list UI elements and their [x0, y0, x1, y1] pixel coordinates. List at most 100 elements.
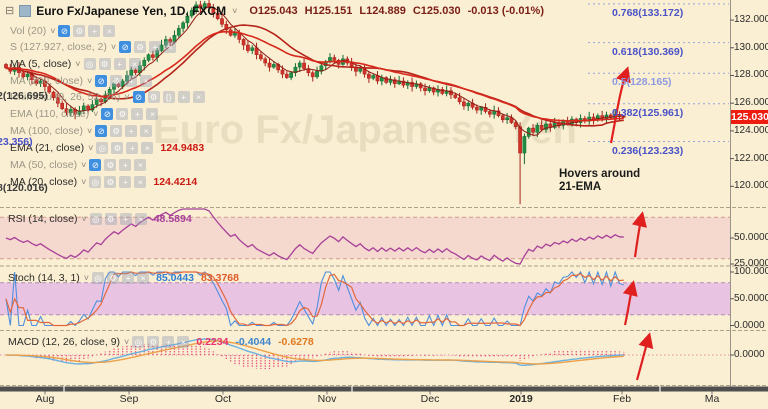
- legend-row-ma[interactable]: MA (200, close) ˅ ⊘ ⚙ + ×: [10, 74, 153, 87]
- plus-icon[interactable]: +: [113, 57, 126, 70]
- plus-icon[interactable]: +: [125, 124, 138, 137]
- chevron-down-icon[interactable]: ˅: [81, 213, 87, 224]
- ohlc-change: -0.013 (-0.01%): [467, 5, 545, 17]
- plus-icon[interactable]: +: [126, 141, 139, 154]
- plus-icon[interactable]: +: [88, 24, 101, 37]
- plus-icon[interactable]: +: [131, 107, 144, 120]
- indicator-label: MA (200, close): [10, 74, 83, 87]
- plus-icon[interactable]: +: [119, 212, 132, 225]
- chevron-down-icon[interactable]: ˅: [110, 41, 117, 52]
- chevron-down-icon[interactable]: ˅: [124, 336, 130, 347]
- eye-off-icon[interactable]: ⊘: [132, 90, 145, 103]
- plus-icon[interactable]: +: [119, 175, 132, 188]
- eye-icon[interactable]: ◎: [132, 335, 145, 348]
- close-icon[interactable]: ×: [140, 74, 153, 87]
- gear-icon[interactable]: ⚙: [104, 158, 117, 171]
- eye-off-icon[interactable]: ⊘: [95, 74, 108, 87]
- plus-icon[interactable]: +: [122, 271, 135, 284]
- close-icon[interactable]: ×: [128, 57, 141, 70]
- gear-icon[interactable]: ⚙: [110, 124, 123, 137]
- fib-level-label[interactable]: 0.236(123.233): [612, 144, 684, 157]
- annotation-line1: Hovers around: [559, 168, 641, 180]
- legend-row-rsi[interactable]: RSI (14, close) ˅ ◎ ⚙ + × 48.5894: [8, 212, 192, 225]
- gear-icon[interactable]: ⚙: [116, 107, 129, 120]
- indicator-value: 124.9483: [160, 141, 205, 154]
- legend-row-ichimoku[interactable]: Ichimoku (9, 26, 52, 26) ˅ ⊘ ⚙{} + ×: [10, 90, 205, 103]
- chevron-down-icon[interactable]: ˅: [50, 25, 56, 36]
- gear-icon[interactable]: ⚙: [98, 57, 111, 70]
- gear-icon[interactable]: ⚙: [147, 90, 160, 103]
- axis-tick: 0.0000: [734, 319, 765, 331]
- chevron-down-icon[interactable]: ˅: [88, 142, 94, 153]
- chevron-down-icon[interactable]: ˅: [86, 125, 93, 136]
- close-icon[interactable]: ×: [134, 175, 147, 188]
- close-icon[interactable]: ×: [134, 158, 147, 171]
- close-icon[interactable]: ×: [141, 141, 154, 154]
- fib-level-label[interactable]: 0.382(125.961): [612, 106, 684, 119]
- legend-row-ma[interactable]: MA (5, close) ˅ ◎ ⚙ + ×: [10, 57, 141, 70]
- plus-icon[interactable]: +: [177, 90, 190, 103]
- series-style-icon[interactable]: [19, 5, 32, 17]
- legend-row-stoch[interactable]: Stoch (14, 3, 1) ˅ ◎ ⚙ + × 85.0443 83.3768: [8, 271, 239, 284]
- gear-icon[interactable]: ⚙: [104, 212, 117, 225]
- close-icon[interactable]: ×: [103, 24, 116, 37]
- eye-icon[interactable]: ◎: [89, 175, 102, 188]
- fib-level-label[interactable]: 0.5(128.165): [612, 76, 672, 89]
- eye-icon[interactable]: ◎: [89, 212, 102, 225]
- legend-row-macd[interactable]: MACD (12, 26, close, 9) ˅ ◎ ⚙ + × 0.2234 -0.404…: [8, 335, 314, 348]
- gear-icon[interactable]: ⚙: [104, 175, 117, 188]
- close-icon[interactable]: ×: [192, 90, 205, 103]
- chevron-down-icon[interactable]: ˅: [232, 6, 238, 16]
- gear-icon[interactable]: ⚙: [107, 271, 120, 284]
- plus-icon[interactable]: +: [162, 335, 175, 348]
- close-icon[interactable]: ×: [140, 124, 153, 137]
- eye-off-icon[interactable]: ⊘: [95, 124, 108, 137]
- time-tick: Dec: [420, 393, 440, 405]
- close-icon[interactable]: ×: [134, 212, 147, 225]
- price-tick: 132.000: [734, 14, 768, 26]
- eye-off-icon[interactable]: ⊘: [89, 158, 102, 171]
- last-price-tag: 125.030: [731, 109, 768, 124]
- close-icon[interactable]: ×: [164, 40, 177, 53]
- legend-row-vol[interactable]: Vol (20) ˅ ⊘ ⚙ + ×: [10, 24, 116, 37]
- symbol-title[interactable]: Euro Fx/Japanese Yen, 1D, FXCM: [36, 4, 227, 18]
- gear-icon[interactable]: ⚙: [147, 335, 160, 348]
- legend-row-ma[interactable]: MA (20, close) ˅ ◎ ⚙ + × 124.4214: [10, 175, 197, 188]
- fib-level-label[interactable]: 0.618(130.369): [612, 45, 684, 58]
- gear-icon[interactable]: ⚙: [134, 40, 147, 53]
- time-tick: Ma: [704, 393, 720, 405]
- collapse-pane-icon[interactable]: ⊟: [5, 5, 15, 17]
- close-icon[interactable]: ×: [146, 107, 159, 120]
- chevron-down-icon[interactable]: ˅: [75, 58, 81, 69]
- chevron-down-icon[interactable]: ˅: [86, 75, 93, 86]
- annotation-line2: 21-EMA: [559, 181, 602, 193]
- legend-row-s[interactable]: S (127.927, close, 2) ˅ ⊘ ⚙ + ×: [10, 40, 177, 53]
- chevron-down-icon[interactable]: ˅: [83, 272, 90, 283]
- chevron-down-icon[interactable]: ˅: [124, 91, 130, 102]
- eye-off-icon[interactable]: ⊘: [58, 24, 71, 37]
- gear-icon[interactable]: ⚙: [110, 74, 123, 87]
- legend-row-ma[interactable]: MA (100, close) ˅ ⊘ ⚙ + ×: [10, 124, 153, 137]
- plus-icon[interactable]: +: [149, 40, 162, 53]
- fib-level-label[interactable]: 0.768(133.172): [612, 6, 684, 19]
- eye-icon[interactable]: ◎: [92, 271, 105, 284]
- close-icon[interactable]: ×: [177, 335, 190, 348]
- plus-icon[interactable]: +: [125, 74, 138, 87]
- plus-icon[interactable]: +: [119, 158, 132, 171]
- braces-icon[interactable]: {}: [162, 90, 175, 103]
- legend-row-ema[interactable]: EMA (110, close) ˅ ⊘ ⚙ + ×: [10, 107, 159, 120]
- chevron-down-icon[interactable]: ˅: [93, 108, 99, 119]
- eye-icon[interactable]: ◎: [83, 57, 96, 70]
- legend-row-ema[interactable]: EMA (21, close) ˅ ◎ ⚙ + × 124.9483: [10, 141, 204, 154]
- gear-icon[interactable]: ⚙: [111, 141, 124, 154]
- legend-row-ma[interactable]: MA (50, close) ˅ ⊘ ⚙ + ×: [10, 158, 147, 171]
- close-icon[interactable]: ×: [137, 271, 150, 284]
- eye-off-icon[interactable]: ⊘: [119, 40, 132, 53]
- eye-icon[interactable]: ◎: [96, 141, 109, 154]
- chevron-down-icon[interactable]: ˅: [81, 176, 87, 187]
- gear-icon[interactable]: ⚙: [73, 24, 86, 37]
- eye-off-icon[interactable]: ⊘: [101, 107, 114, 120]
- chevron-down-icon[interactable]: ˅: [81, 159, 87, 170]
